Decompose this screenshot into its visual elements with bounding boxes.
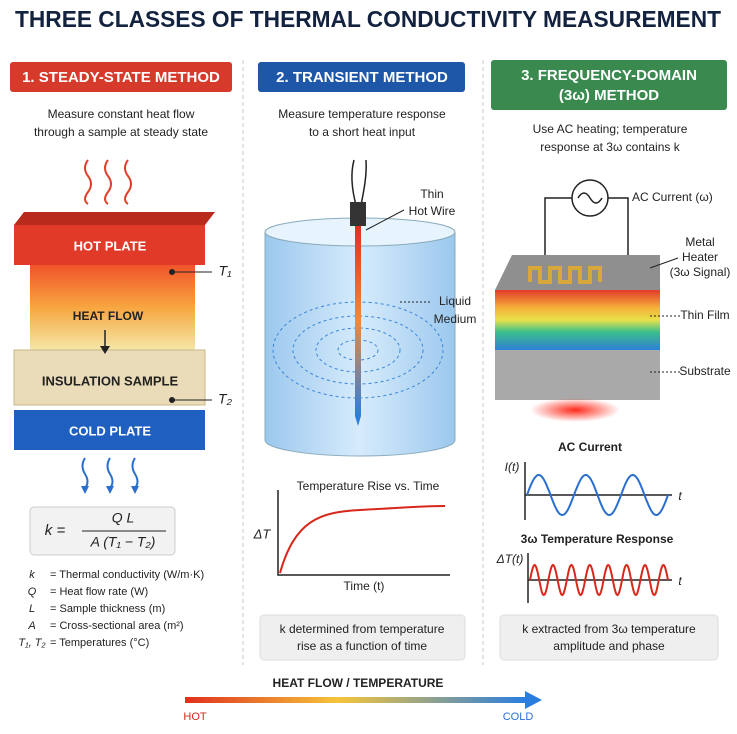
substrate <box>495 350 660 400</box>
wire-tip <box>355 416 361 426</box>
sine-icon <box>577 192 603 204</box>
formula-denominator: A (T₁ − T₂) <box>90 534 156 550</box>
graph-y-label: ΔT <box>253 526 272 541</box>
graph-title: 3ω Temperature Response <box>521 532 674 546</box>
title: THREE CLASSES OF THERMAL CONDUCTIVITY ME… <box>15 6 721 32</box>
footer-title: HEAT FLOW / TEMPERATURE <box>273 676 444 690</box>
wire-label: Thin <box>420 187 443 201</box>
heading: 1. STEADY-STATE METHOD <box>22 69 220 86</box>
formula-lhs: k = <box>45 522 66 539</box>
description: response at 3ω contains k <box>540 140 680 154</box>
medium-label: Medium <box>434 312 477 326</box>
note: k extracted from 3ω temperature <box>522 622 696 636</box>
sample <box>13 349 206 406</box>
graph-title: Temperature Rise vs. Time <box>297 479 440 493</box>
arrow-head <box>525 691 542 709</box>
legend-symbol: k <box>29 569 35 581</box>
hot-plate-label: HOT PLATE <box>74 238 147 253</box>
t1-label: T₁ <box>219 263 233 279</box>
curve <box>279 505 446 574</box>
heading: 2. TRANSIENT METHOD <box>276 69 448 86</box>
legend-symbol: Q <box>28 586 37 598</box>
heater <box>528 266 602 284</box>
axes <box>527 553 672 603</box>
graph-x-label: Time (t) <box>344 579 385 593</box>
thin-film <box>495 290 660 350</box>
hot-wire <box>355 226 361 416</box>
graph-y-label: ΔT(t) <box>496 552 524 566</box>
legend-meaning: = Thermal conductivity (W/m·K) <box>50 569 204 581</box>
leader <box>649 257 679 269</box>
heading: 3. FREQUENCY-DOMAIN <box>521 67 697 84</box>
heater-label: Heater <box>682 250 718 264</box>
heat-glow <box>530 398 620 422</box>
cold-plate-label: COLD PLATE <box>69 423 151 438</box>
heading-box <box>10 62 232 92</box>
formula-numerator: Q L <box>112 510 135 526</box>
description: Measure temperature response <box>278 107 446 121</box>
graph-y-label: I(t) <box>505 460 520 474</box>
cold-label: COLD <box>503 711 534 723</box>
leads <box>351 159 367 206</box>
cold-arrowheads <box>81 486 139 494</box>
note: k determined from temperature <box>280 622 445 636</box>
wire-label: Hot Wire <box>409 204 456 218</box>
heater-label: Metal <box>685 235 714 249</box>
heading-box <box>491 60 727 110</box>
arrow-head <box>100 346 110 354</box>
note: amplitude and phase <box>553 639 665 653</box>
legend: k = Thermal conductivity (W/m·K) Q = Heat f… <box>18 569 204 649</box>
heading-box <box>258 62 465 92</box>
legend-meaning: = Heat flow rate (W) <box>50 586 148 598</box>
description: through a sample at steady state <box>34 125 208 139</box>
hot-label: HOT <box>183 711 207 723</box>
cold-waves <box>81 457 139 489</box>
graph-x-label: t <box>678 489 682 503</box>
cold-plate <box>14 410 205 450</box>
legend-meaning: = Sample thickness (m) <box>50 603 165 615</box>
circuit <box>544 197 629 270</box>
legend-symbol: L <box>29 603 35 615</box>
t2-label: T₂ <box>218 391 233 407</box>
gradient-bar <box>185 697 525 703</box>
heat-zone <box>30 265 195 350</box>
heat-flow-label: HEAT FLOW <box>73 309 144 323</box>
holder <box>350 202 366 226</box>
axes <box>524 462 672 520</box>
legend-meaning: = Temperatures (°C) <box>50 637 149 649</box>
heading: (3ω) METHOD <box>559 87 659 104</box>
note-box <box>499 614 719 661</box>
block-top <box>495 255 660 290</box>
sample-label: INSULATION SAMPLE <box>42 373 179 388</box>
description: to a short heat input <box>309 125 416 139</box>
note-box <box>259 614 466 661</box>
axes <box>277 490 450 576</box>
temperature-wave <box>529 563 669 597</box>
graph-title: AC Current <box>558 440 622 454</box>
plate-top <box>14 212 215 225</box>
note: rise as a function of time <box>297 639 427 653</box>
legend-symbol: A <box>27 620 35 632</box>
graph-x-label: t <box>678 574 682 588</box>
legend-symbol: T₁, T₂ <box>18 637 46 649</box>
leader <box>365 209 405 231</box>
description: Use AC heating; temperature <box>533 122 688 136</box>
film-label: Thin Film <box>680 308 729 322</box>
heater-label: (3ω Signal) <box>670 265 731 279</box>
substrate-label: Substrate <box>679 364 731 378</box>
heat-waves <box>84 159 132 205</box>
medium-label: Liquid <box>439 294 471 308</box>
description: Measure constant heat flow <box>48 107 195 121</box>
current-wave <box>526 473 669 517</box>
legend-meaning: = Cross-sectional area (m²) <box>50 620 184 632</box>
source-label: AC Current (ω) <box>632 190 713 204</box>
hot-plate <box>14 225 205 265</box>
